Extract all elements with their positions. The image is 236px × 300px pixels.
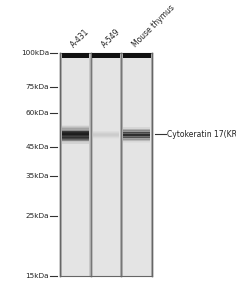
Bar	[123, 129, 150, 130]
Bar	[62, 133, 89, 134]
Bar	[62, 133, 89, 134]
Bar	[62, 139, 89, 140]
Bar	[62, 129, 89, 130]
Bar	[123, 131, 150, 132]
Bar	[123, 136, 150, 137]
Bar	[62, 129, 89, 130]
Bar	[93, 136, 119, 137]
Bar	[123, 130, 150, 131]
Bar	[123, 129, 150, 130]
Bar	[62, 127, 89, 128]
Bar	[93, 136, 119, 137]
Bar	[123, 139, 150, 140]
Bar	[123, 137, 150, 138]
Bar	[123, 140, 150, 141]
Bar	[93, 134, 119, 135]
Bar	[93, 137, 119, 138]
Bar	[123, 134, 150, 135]
Bar	[123, 135, 150, 136]
Bar	[93, 131, 119, 132]
Bar	[62, 53, 89, 276]
Bar	[123, 135, 150, 136]
Bar	[93, 132, 119, 133]
Bar	[62, 136, 89, 137]
Bar	[93, 133, 119, 134]
Bar	[123, 132, 150, 133]
Text: 75kDa: 75kDa	[25, 84, 49, 90]
Bar	[60, 53, 152, 276]
Bar	[123, 133, 150, 134]
Text: Mouse thymus: Mouse thymus	[130, 3, 176, 49]
Bar	[62, 126, 89, 127]
Bar	[62, 135, 89, 136]
Bar	[62, 131, 89, 132]
Text: 25kDa: 25kDa	[25, 213, 49, 219]
Text: A-431: A-431	[69, 27, 91, 49]
Bar	[93, 137, 119, 138]
Bar	[123, 127, 150, 128]
Bar	[93, 134, 119, 135]
Bar	[123, 133, 150, 134]
Bar	[62, 125, 89, 126]
Bar	[62, 143, 89, 144]
Bar	[93, 131, 119, 132]
Bar	[123, 141, 150, 142]
Bar	[123, 136, 150, 137]
Text: 100kDa: 100kDa	[21, 50, 49, 56]
Bar	[123, 140, 150, 141]
Bar	[123, 134, 150, 135]
Bar	[62, 142, 89, 143]
Bar	[123, 138, 150, 139]
Bar	[62, 126, 89, 127]
Bar	[62, 135, 89, 136]
Bar	[93, 132, 119, 133]
Bar	[123, 142, 150, 143]
Bar	[62, 137, 89, 138]
Bar	[93, 135, 119, 136]
Bar	[123, 130, 150, 131]
Bar	[93, 135, 119, 136]
Bar	[62, 141, 89, 142]
Bar	[62, 128, 89, 129]
Bar	[123, 53, 151, 58]
Text: 15kDa: 15kDa	[25, 273, 49, 279]
Bar	[62, 132, 89, 133]
Bar	[62, 134, 89, 135]
Bar	[123, 132, 150, 133]
Bar	[62, 138, 89, 139]
Bar	[62, 136, 89, 137]
Text: 35kDa: 35kDa	[25, 173, 49, 179]
Bar	[62, 130, 89, 131]
Text: A-549: A-549	[100, 27, 122, 49]
Bar	[62, 139, 89, 140]
Bar	[93, 138, 119, 139]
Bar	[123, 139, 150, 140]
Bar	[92, 53, 120, 276]
Bar	[62, 138, 89, 139]
Bar	[123, 128, 150, 129]
Bar	[92, 53, 120, 58]
Bar	[62, 131, 89, 132]
Bar	[62, 141, 89, 142]
Bar	[93, 133, 119, 134]
Bar	[62, 142, 89, 143]
Text: 60kDa: 60kDa	[25, 110, 49, 116]
Bar	[123, 53, 151, 276]
Text: Cytokeratin 17(KRT17): Cytokeratin 17(KRT17)	[167, 130, 236, 139]
Bar	[62, 130, 89, 131]
Bar	[123, 141, 150, 142]
Bar	[123, 128, 150, 129]
Bar	[93, 138, 119, 139]
Bar	[62, 143, 89, 144]
Bar	[62, 137, 89, 138]
Bar	[93, 131, 119, 132]
Bar	[62, 140, 89, 141]
Bar	[123, 137, 150, 138]
Bar	[62, 132, 89, 133]
Text: 45kDa: 45kDa	[25, 144, 49, 150]
Bar	[93, 133, 119, 134]
Bar	[62, 53, 89, 58]
